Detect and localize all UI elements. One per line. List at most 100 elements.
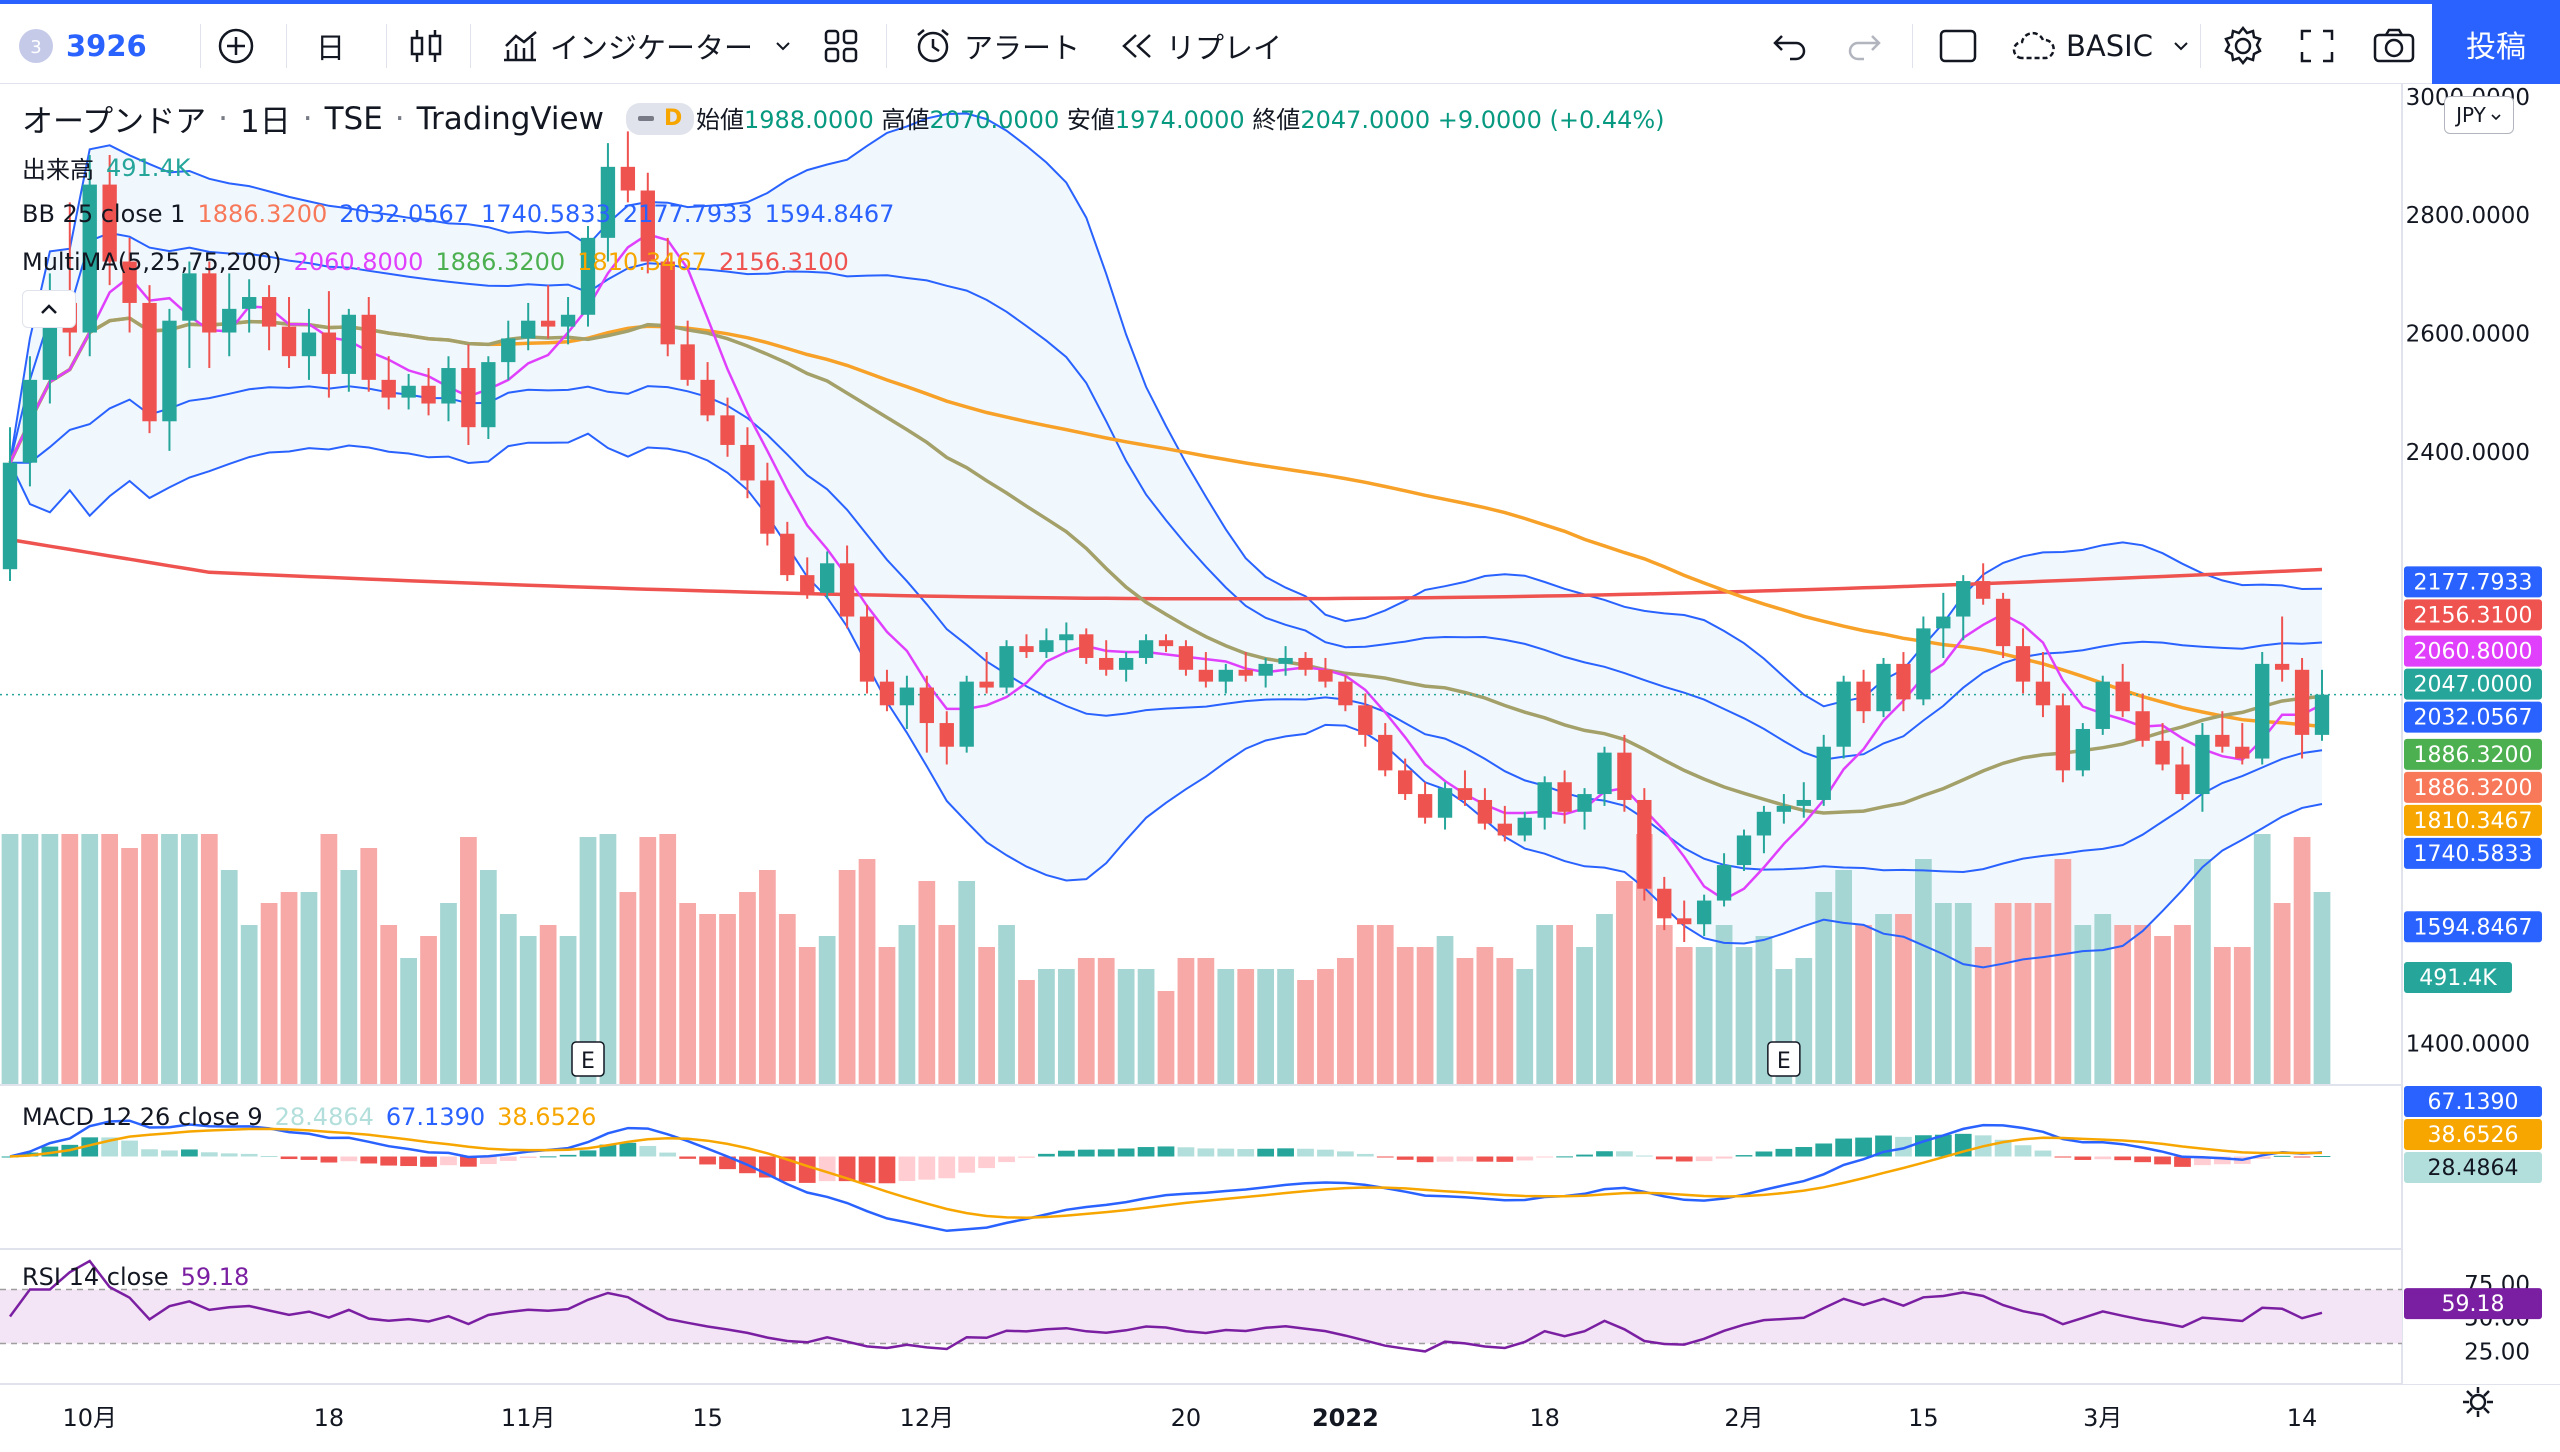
publish-button[interactable]: 投稿 [2432,4,2560,84]
currency-selector[interactable]: JPY [2444,96,2514,134]
volume-bar [858,859,876,1084]
macd-histogram-bar [360,1156,378,1164]
ma75-value: 1810.3467 [577,248,707,276]
volume-bar [1297,980,1314,1084]
fullscreen-icon [2298,27,2336,65]
price-axis-background [2403,84,2560,1384]
macd-signal-line [9,1127,2323,1219]
market-status-pill[interactable]: D [625,102,695,135]
axis-settings-icon[interactable] [2463,1387,2493,1417]
volume-bar [2114,925,2132,1084]
macd-histogram-bar [958,1156,976,1173]
candle-body [839,563,855,617]
macd-histogram-bar [400,1156,417,1167]
redo-button[interactable] [1844,8,1884,84]
volume-bar [2233,947,2251,1084]
candle-body [740,444,755,481]
volume-bar [539,925,557,1084]
indicators-button[interactable]: インジケーター [500,8,793,84]
undo-button[interactable] [1770,8,1810,84]
macd-histogram-bar [1835,1138,1853,1157]
high-label: 高値 [881,106,930,134]
macd-histogram-bar [818,1156,836,1182]
macd-histogram-bar [2114,1156,2132,1161]
candle-body [2115,681,2130,712]
candle-body [859,616,875,682]
layout-templates-button[interactable] [822,8,860,84]
volume-bar [1675,947,1693,1084]
macd-histogram-bar [639,1145,657,1157]
macd-histogram-bar [1137,1147,1155,1157]
time-axis[interactable]: 10月 18 11月 15 12月 20 2022 18 2月 15 3月 14 [62,1387,2493,1432]
candle-body [680,344,695,380]
price-axis[interactable]: 3000.00002800.00002600.00002400.00001400… [2403,84,2560,1384]
collapse-legend-button[interactable] [22,290,76,328]
time-tick-label: 15 [1908,1404,1939,1432]
chart-canvas[interactable]: EE 3000.00002800.00002600.00002400.00001… [0,84,2560,1452]
compare-button[interactable] [216,8,256,84]
chart-type-button[interactable] [408,8,444,84]
candle-body [361,314,376,380]
candle-body [1079,634,1094,658]
macd-histogram-bar [559,1154,577,1157]
macd-histogram-bar [141,1149,158,1157]
macd-histogram-bar [1257,1148,1275,1157]
candle-body [1816,746,1831,800]
price-label-text: 2177.7933 [2414,570,2533,595]
price-label-tag [2404,566,2542,598]
volume-bar [1536,925,1554,1084]
bollinger-band-fill [10,113,2322,968]
macd-legend: MACD 12 26 close 9 28.4864 67.1390 38.65… [22,1103,596,1131]
price-label-text: 2060.8000 [2414,640,2533,665]
fullscreen-button[interactable] [2298,8,2336,84]
candle-body [22,379,38,463]
symbol-search[interactable]: 3 3926 [16,8,147,84]
top-toolbar: 3 3926 日 インジケーター アラート [0,0,2560,84]
price-label-text: 1740.5833 [2414,842,2533,867]
macd-histogram-bar [2054,1156,2072,1158]
candle-body [481,362,496,428]
candle-body [202,273,217,333]
candles-icon [408,26,444,66]
ma200-line [9,537,2323,601]
macd-histogram-bar [1277,1148,1294,1157]
layout-button[interactable] [1938,8,1978,84]
volume-bar [2134,925,2151,1084]
volume-bar [639,837,657,1084]
price-label-text: 2047.0000 [2414,673,2533,698]
volume-bar [1057,969,1075,1084]
macd-label-text: 38.6526 [2428,1123,2519,1148]
volume-bar [2094,914,2112,1084]
alert-button[interactable]: アラート [912,8,1080,84]
settings-button[interactable] [2222,8,2264,84]
candle-body [1457,788,1473,800]
bb-label: BB 25 close 1 [22,200,186,228]
macd-histogram-bar [440,1156,457,1166]
volume-bar [1855,925,1872,1084]
cloud-save-button[interactable]: BASIC [2010,8,2191,84]
snapshot-button[interactable] [2372,8,2416,84]
candle-body [341,314,357,374]
replay-button[interactable]: リプレイ [1118,8,1282,84]
earnings-marker-label: E [581,1049,595,1074]
rsi-line [8,1259,2323,1353]
square-icon [1938,26,1978,66]
delay-badge: D [663,106,683,131]
interval-button[interactable]: 日 [316,8,345,84]
candle-body [1517,817,1532,836]
macd-histogram-bar [1317,1149,1334,1157]
macd-histogram-bar [2034,1150,2052,1157]
candle-body [720,415,735,445]
volume-bar [121,848,138,1084]
macd-pane [1,1119,2331,1233]
gear-icon [2222,25,2264,67]
volume-bar [1356,925,1374,1084]
volume-bar [1117,969,1135,1084]
bb-legend: BB 25 close 1 1886.3200 2032.0567 1740.5… [22,200,894,228]
chevron-down-icon [773,36,793,56]
macd-line [9,1119,2323,1233]
volume-label: 出来高 [22,156,94,184]
volume-bar [2014,903,2032,1084]
macd-histogram-bar [519,1156,537,1158]
volume-bar [41,834,59,1084]
